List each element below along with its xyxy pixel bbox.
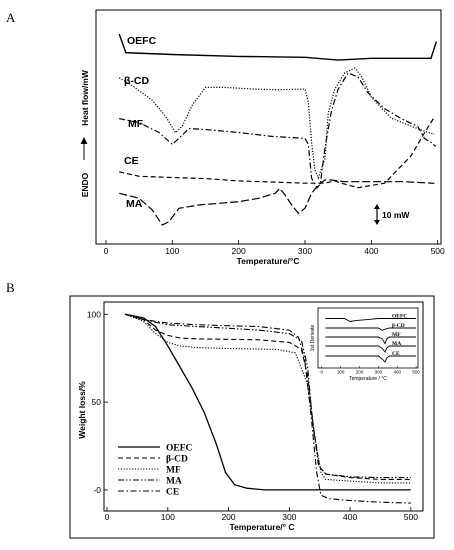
tga-curve-beta-cd [125, 313, 411, 480]
inset-label-oefc: OEFC [392, 314, 407, 320]
panel-b-x-tick-label: 400 [343, 512, 357, 522]
endo-arrow [80, 137, 88, 160]
inset-label-ce: CE [392, 351, 400, 357]
inset-label-beta-cd: β-CD [392, 323, 405, 329]
legend-label-oefc: OEFC [166, 444, 193, 454]
inset-frame [317, 307, 419, 369]
dsc-curve-beta-cd [118, 67, 435, 180]
panel-b-y-axis-label: Weight loss/% [77, 381, 87, 439]
panel-a-series-labels: OEFC β-CD MF CE MA [124, 35, 157, 210]
panel-a-x-tick-label: 500 [431, 246, 445, 256]
inset-x-tick-label: 400 [393, 370, 401, 375]
tga-curve-oefc [125, 313, 411, 491]
dsc-curve-ma [119, 179, 435, 226]
tga-curve-ma [125, 313, 411, 479]
panel-b-y-ticks: -0 50 100 [87, 309, 108, 495]
panel-a-frame [95, 9, 442, 245]
panel-b-x-tick-label: 300 [282, 512, 296, 522]
dsc-curve-ce [119, 116, 435, 189]
panel-b-letter: B [6, 280, 15, 295]
inset-x-axis-label: Temperature / °C [349, 376, 387, 382]
inset-curve-oefc [325, 318, 417, 322]
inset-x-tick-label: 500 [412, 370, 420, 375]
inset-label-mf: MF [392, 332, 401, 338]
panel-b-plot-frame [103, 301, 424, 512]
panel-b-y-tick-label: -0 [93, 485, 101, 495]
panel-b-x-tick-label: 100 [161, 512, 175, 522]
inset-x-tick-label: 100 [337, 370, 345, 375]
panel-b-y-tick-label: 50 [92, 397, 102, 407]
legend-label-beta-cd: β-CD [166, 455, 188, 465]
panel-b-x-tick-label: 0 [105, 512, 110, 522]
panel-a-x-tick-label: 400 [364, 246, 378, 256]
dsc-curve-mf [119, 72, 437, 190]
panel-b-curves [125, 313, 411, 504]
inset-curve-ma [325, 345, 417, 353]
panel-b-x-tick-label: 500 [404, 512, 418, 522]
panel-a-endo-label: ENDO [80, 172, 90, 197]
dsc-label-mf: MF [128, 118, 144, 130]
inset-label-ma: MA [392, 341, 401, 347]
inset-curve-mf [325, 336, 417, 345]
panel-a-x-axis-label: Temperature/°C [237, 256, 300, 266]
tga-curve-mf [125, 313, 411, 484]
legend-label-ce: CE [166, 488, 179, 498]
tga-curve-ce [125, 313, 411, 504]
panel-b-y-tick-label: 100 [87, 309, 101, 319]
legend-label-mf: MF [166, 466, 181, 476]
inset-curve-beta-cd [325, 327, 417, 331]
inset-y-axis-label: 1st Derivate [310, 324, 316, 351]
dsc-label-ma: MA [126, 198, 143, 210]
panel-a-x-tick-label: 200 [232, 246, 246, 256]
panel-a-letter: A [6, 10, 16, 25]
inset-x-tick-label: 200 [356, 370, 364, 375]
dsc-label-oefc: OEFC [127, 35, 157, 47]
panel-b-outer-frame [69, 295, 435, 539]
panel-b-x-ticks: 0 100 200 300 400 500 [105, 507, 418, 522]
dsc-curve-oefc [118, 33, 438, 61]
panel-a-x-tick-label: 100 [165, 246, 179, 256]
dsc-label-ce: CE [124, 155, 139, 167]
panel-b-x-tick-label: 200 [221, 512, 235, 522]
panel-a-curves [118, 33, 438, 226]
inset-x-tick-label: 0 [321, 370, 324, 375]
legend-label-ma: MA [166, 477, 182, 487]
inset-curve-ce [325, 355, 417, 363]
panel-a-y-axis-label: Heat flow/mW [80, 69, 90, 126]
inset-x-ticks: 0 100 200 300 400 500 [321, 366, 420, 375]
inset-x-tick-label: 300 [375, 370, 383, 375]
dsc-label-beta-cd: β-CD [124, 75, 149, 87]
inset-curves [325, 318, 417, 363]
scale-bar-label: 10 mW [382, 210, 410, 220]
panel-b-x-axis-label: Temperature/° C [229, 522, 294, 532]
panel-a-x-tick-label: 300 [298, 246, 312, 256]
panel-a-x-tick-label: 0 [104, 246, 109, 256]
panel-a-x-ticks: 0 100 200 300 400 500 [104, 240, 445, 256]
scale-bar [374, 204, 380, 225]
inset-series-labels: OEFC β-CD MF MA CE [392, 314, 407, 358]
